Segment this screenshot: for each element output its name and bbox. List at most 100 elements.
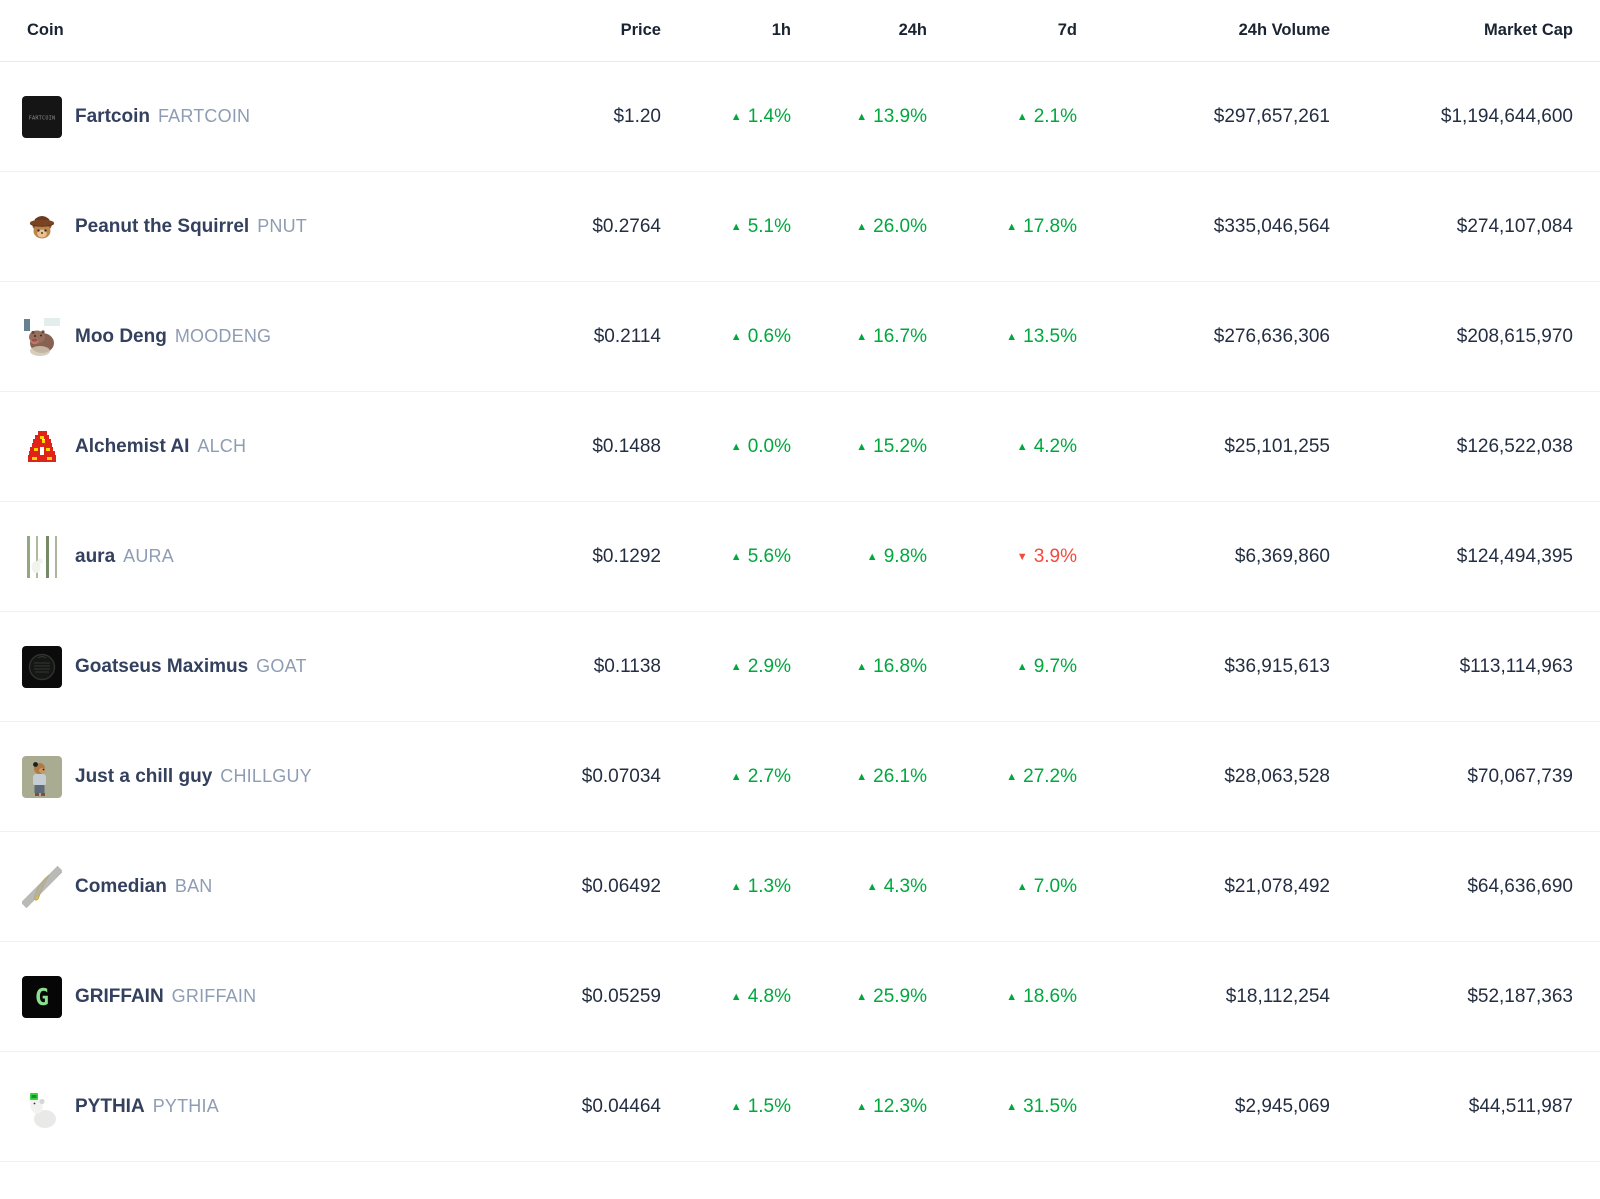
table-row[interactable]: G GRIFFAIN GRIFFAIN $0.05259 4.8% 25.9% … [0,942,1600,1052]
column-header-24h-volume[interactable]: 24h Volume [1077,0,1330,62]
change-1h-value: 0.6% [747,325,791,347]
coin-cell: G GRIFFAIN GRIFFAIN [0,942,500,1052]
change-1h-cell: 4.8% [661,942,791,1052]
moodeng-icon [22,315,62,358]
volume-cell: $276,636,306 [1213,325,1330,347]
table-row[interactable]: aura AURA $0.1292 5.6% 9.8% 3.9% $6,369,… [0,502,1600,612]
volume-cell: $25,101,255 [1224,435,1330,457]
market-cap-cell: $124,494,395 [1456,545,1573,567]
triangle-up-icon [1017,436,1028,458]
change-1h-value: 5.6% [747,545,791,567]
market-cap-cell: $126,522,038 [1456,435,1573,457]
triangle-up-icon [731,106,742,128]
coin-name: aura [75,545,116,567]
price-cell: $0.2764 [592,215,661,237]
change-1h-value: 5.1% [747,215,791,237]
table-row[interactable]: FARTCOIN Fartcoin FARTCOIN $1.20 1.4% 13… [0,62,1600,172]
change-7d-cell: 27.2% [927,722,1077,832]
coin-cell: Just a chill guy CHILLGUY [0,722,500,832]
change-1h-cell: 2.9% [661,612,791,722]
coin-name: GRIFFAIN [75,985,164,1007]
triangle-up-icon [731,216,742,238]
change-7d-value: 13.5% [1023,325,1077,347]
coin-name: Fartcoin [75,105,150,127]
goat-icon [22,645,62,688]
change-24h-value: 15.2% [873,435,927,457]
table-row[interactable]: PYTHIA PYTHIA $0.04464 1.5% 12.3% 31.5% … [0,1052,1600,1162]
change-7d-value: 27.2% [1023,765,1077,787]
market-cap-cell: $64,636,690 [1467,875,1573,897]
volume-cell: $21,078,492 [1224,875,1330,897]
change-1h-cell: 0.0% [661,392,791,502]
market-cap-cell: $70,067,739 [1467,765,1573,787]
triangle-up-icon [856,326,867,348]
price-cell: $0.1488 [592,435,661,457]
table-row[interactable]: Peanut the Squirrel PNUT $0.2764 5.1% 26… [0,172,1600,282]
change-24h-value: 16.7% [873,325,927,347]
triangle-up-icon [1006,326,1017,348]
change-7d-cell: 31.5% [927,1052,1077,1162]
triangle-up-icon [867,876,878,898]
table-row[interactable]: Moo Deng MOODENG $0.2114 0.6% 16.7% 13.5… [0,282,1600,392]
column-header-price[interactable]: Price [500,0,661,62]
comedian-icon [22,865,62,908]
fartcoin-icon: FARTCOIN [22,95,62,138]
pnut-icon [22,206,62,247]
change-7d-value: 7.0% [1033,875,1077,897]
coin-ticker: AURA [123,546,174,566]
triangle-up-icon [856,656,867,678]
coin-name: Peanut the Squirrel [75,215,250,237]
change-24h-value: 26.1% [873,765,927,787]
change-7d-cell: 13.5% [927,282,1077,392]
change-7d-value: 4.2% [1033,435,1077,457]
coin-cell: Alchemist AI ALCH [0,392,500,502]
table-row[interactable]: Goatseus Maximus GOAT $0.1138 2.9% 16.8%… [0,612,1600,722]
table-row[interactable]: Just a chill guy CHILLGUY $0.07034 2.7% … [0,722,1600,832]
triangle-up-icon [867,546,878,568]
change-24h-value: 9.8% [883,545,927,567]
column-header-market-cap[interactable]: Market Cap [1330,0,1600,62]
change-7d-value: 18.6% [1023,985,1077,1007]
svg-text:G: G [35,985,49,1011]
change-24h-value: 12.3% [873,1095,927,1117]
triangle-up-icon [731,986,742,1008]
change-24h-cell: 9.8% [791,502,927,612]
triangle-up-icon [731,546,742,568]
triangle-up-icon [1006,216,1017,238]
column-header-24h[interactable]: 24h [791,0,927,62]
coin-ticker: BAN [174,876,213,896]
triangle-up-icon [731,656,742,678]
change-7d-cell: 18.6% [927,942,1077,1052]
coin-cell: Peanut the Squirrel PNUT [0,172,500,282]
change-1h-value: 0.0% [747,435,791,457]
triangle-up-icon [1017,876,1028,898]
price-cell: $0.04464 [581,1095,661,1117]
price-cell: $1.20 [613,105,661,127]
change-24h-cell: 16.8% [791,612,927,722]
change-24h-cell: 16.7% [791,282,927,392]
change-7d-value: 31.5% [1023,1095,1077,1117]
coin-ticker: PYTHIA [152,1096,219,1116]
change-24h-cell: 4.3% [791,832,927,942]
change-1h-cell: 1.3% [661,832,791,942]
triangle-up-icon [856,1096,867,1118]
volume-cell: $18,112,254 [1225,985,1330,1007]
coin-cell: FARTCOIN Fartcoin FARTCOIN [0,62,500,172]
change-24h-value: 4.3% [883,875,927,897]
coin-cell: PYTHIA PYTHIA [0,1052,500,1162]
change-24h-cell: 26.1% [791,722,927,832]
column-header-7d[interactable]: 7d [927,0,1077,62]
column-header-1h[interactable]: 1h [661,0,791,62]
coin-name: Comedian [75,875,167,897]
change-7d-value: 3.9% [1033,545,1077,567]
table-row[interactable]: Comedian BAN $0.06492 1.3% 4.3% 7.0% $21… [0,832,1600,942]
coin-ticker: GOAT [256,656,307,676]
market-cap-cell: $274,107,084 [1456,215,1573,237]
column-header-coin[interactable]: Coin [0,0,500,62]
triangle-up-icon [731,1096,742,1118]
change-1h-cell: 2.7% [661,722,791,832]
table-row[interactable]: Alchemist AI ALCH $0.1488 0.0% 15.2% 4.2… [0,392,1600,502]
triangle-up-icon [731,876,742,898]
coin-name: Moo Deng [75,325,167,347]
triangle-up-icon [731,436,742,458]
